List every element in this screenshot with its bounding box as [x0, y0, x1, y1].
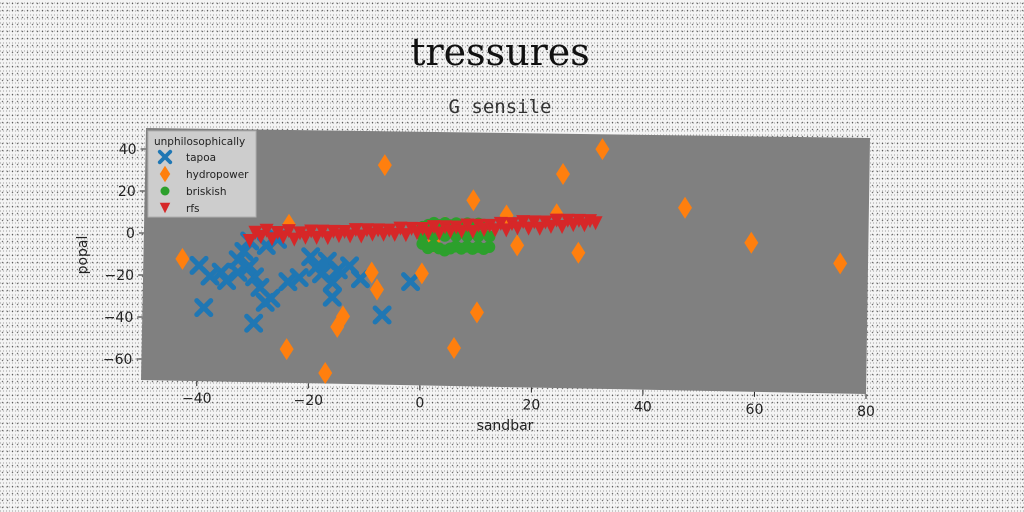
point-hydropower-18: [555, 163, 570, 186]
legend-marker-rfs: [159, 202, 171, 214]
point-rfs-18: [343, 229, 358, 244]
y-axis-label: popal: [75, 236, 91, 275]
point-hydropower-3: [318, 362, 333, 385]
point-tapoa-23: [323, 272, 343, 292]
point-rfs-7: [281, 224, 296, 239]
point-tapoa-26: [350, 269, 370, 289]
point-hydropower-8: [377, 154, 392, 177]
point-tapoa-7: [245, 267, 265, 287]
point-rfs-6: [276, 230, 291, 245]
y-tick-label--20: −20: [105, 268, 135, 284]
point-rfs-38: [454, 224, 469, 239]
x-tick-label-40: 40: [634, 400, 652, 416]
point-hydropower-6: [364, 261, 379, 284]
point-tapoa-5: [234, 241, 254, 261]
y-tick-label-20: 20: [118, 184, 136, 200]
point-hydropower-22: [744, 231, 759, 254]
y-tick-label--60: −60: [103, 352, 133, 368]
plot-area: [141, 128, 870, 394]
point-hydropower-20: [595, 138, 610, 161]
point-rfs-26: [387, 227, 402, 242]
point-tapoa-29: [401, 272, 421, 292]
point-rfs-12: [309, 230, 324, 245]
legend-marker-tapoa: [157, 149, 173, 165]
point-tapoa-27: [322, 287, 342, 307]
point-hydropower-21: [678, 196, 693, 219]
point-tapoa-6: [239, 256, 259, 276]
point-hydropower-2: [279, 338, 294, 361]
point-hydropower-14: [469, 301, 484, 324]
chart-marks: [175, 138, 848, 385]
chart-axes: −40 −20 0 20 40 60 80 −60 −40 −20 0 20 40: [103, 142, 875, 420]
legend-label-hydropower: hydropower: [186, 169, 249, 181]
point-rfs-32: [421, 226, 436, 241]
point-hydropower-5: [336, 305, 351, 328]
point-rfs-8: [287, 232, 302, 247]
point-tapoa-16: [255, 292, 275, 312]
x-tick-label-60: 60: [746, 402, 764, 418]
point-hydropower-23: [833, 252, 848, 275]
legend-title: unphilosophically: [154, 136, 245, 148]
point-rfs-52: [532, 221, 547, 236]
chart-title: tressures: [410, 30, 590, 74]
point-rfs-2: [253, 229, 268, 244]
point-rfs-4: [265, 232, 280, 247]
point-rfs-56: [555, 220, 570, 235]
point-briskish-24: [483, 241, 496, 254]
point-tapoa-18: [194, 298, 214, 318]
legend-marker-briskish: [160, 186, 170, 196]
point-tapoa-14: [289, 268, 309, 288]
legend-marker-hydropower: [159, 165, 171, 183]
point-rfs-44: [488, 223, 503, 238]
point-hydropower-12: [446, 336, 461, 359]
point-rfs-14: [320, 231, 335, 246]
point-hydropower-7: [369, 278, 384, 301]
point-tapoa-28: [372, 305, 392, 325]
x-tick-label--40: −40: [182, 391, 212, 407]
chart-subtitle: G sensile: [448, 96, 552, 118]
y-tick-label--40: −40: [104, 310, 134, 326]
point-rfs-20: [354, 229, 369, 244]
point-hydropower-19: [571, 241, 586, 264]
point-briskish-31: [483, 230, 496, 243]
x-tick-label-80: 80: [857, 404, 875, 420]
point-rfs-3: [259, 223, 274, 238]
y-tick-label-0: 0: [126, 226, 135, 242]
legend-label-rfs: rfs: [186, 203, 199, 215]
x-axis-label: sandbar: [477, 418, 534, 434]
point-rfs-46: [499, 223, 514, 238]
point-rfs-54: [543, 219, 558, 234]
point-rfs-0: [242, 234, 257, 249]
point-rfs-10: [298, 230, 313, 245]
x-tick-label-20: 20: [522, 398, 540, 414]
point-hydropower-9: [414, 262, 429, 285]
x-tick-label-0: 0: [415, 395, 424, 411]
point-rfs-40: [465, 224, 480, 239]
point-hydropower-16: [510, 234, 525, 257]
point-tapoa-19: [301, 247, 321, 267]
point-rfs-48: [510, 221, 525, 236]
point-rfs-28: [398, 228, 413, 243]
point-rfs-34: [432, 226, 447, 241]
point-rfs-50: [521, 221, 536, 236]
point-hydropower-13: [466, 189, 481, 212]
point-tapoa-9: [228, 262, 248, 282]
y-tick-label-40: 40: [119, 142, 137, 158]
point-hydropower-0: [175, 247, 190, 270]
x-tick-label--20: −20: [294, 393, 324, 409]
legend: unphilosophically tapoa hydropower briskis…: [147, 130, 257, 218]
legend-label-briskish: briskish: [186, 186, 227, 198]
point-tapoa-17: [244, 313, 264, 333]
legend-label-tapoa: tapoa: [186, 152, 216, 164]
point-rfs-62: [588, 216, 603, 231]
